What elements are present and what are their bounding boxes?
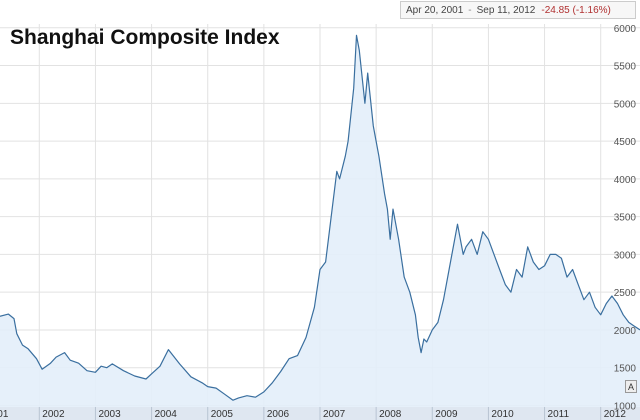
- range-start-date: Apr 20, 2001: [406, 4, 464, 16]
- y-tick-label: 1000: [614, 401, 637, 412]
- y-tick-label: 5500: [614, 62, 637, 73]
- y-tick-label: 2000: [614, 326, 637, 337]
- range-change-value: -24.85 (-1.16%): [541, 4, 611, 16]
- x-tick-label: 2002: [42, 409, 65, 420]
- range-separator: -: [468, 4, 472, 16]
- y-tick-label: 2500: [614, 288, 637, 299]
- index-area-fill: [0, 35, 640, 408]
- x-tick-label: 2004: [155, 409, 178, 420]
- x-tick-label: 2009: [435, 409, 458, 420]
- x-tick-label: 2011: [548, 409, 570, 420]
- y-tick-label: 3000: [614, 250, 637, 261]
- x-tick-label: 2005: [211, 409, 234, 420]
- y-tick-label: 6000: [614, 24, 637, 35]
- range-end-date: Sep 11, 2012: [476, 4, 536, 16]
- x-tick-label: 2008: [379, 409, 402, 420]
- y-axis-ticks: 1000 1500 2000 2500 3000 3500 4000 4500 5000 5500…: [614, 24, 637, 413]
- y-tick-label: 3500: [614, 213, 637, 224]
- y-tick-label: 4500: [614, 137, 637, 148]
- chart-title: Shanghai Composite Index: [10, 26, 280, 49]
- x-axis-ticks: 2001 2002 2003 2004 2005 2006 2007 2008 2009 2010…: [0, 407, 626, 420]
- y-tick-label: 1500: [614, 364, 637, 375]
- y-tick-label: 4000: [614, 175, 637, 186]
- x-tick-label: 2010: [491, 409, 514, 420]
- x-tick-label: 2003: [98, 409, 121, 420]
- index-line: [0, 34, 640, 401]
- zoom-reset-button[interactable]: A: [625, 380, 637, 393]
- x-tick-label: 2006: [267, 409, 290, 420]
- x-tick-label: 2001: [0, 409, 9, 420]
- date-range-box[interactable]: Apr 20, 2001 - Sep 11, 2012 -24.85 (-1.1…: [400, 1, 636, 19]
- y-tick-label: 5000: [614, 99, 637, 110]
- x-tick-label: 2007: [323, 409, 346, 420]
- x-tick-label: 2012: [604, 409, 627, 420]
